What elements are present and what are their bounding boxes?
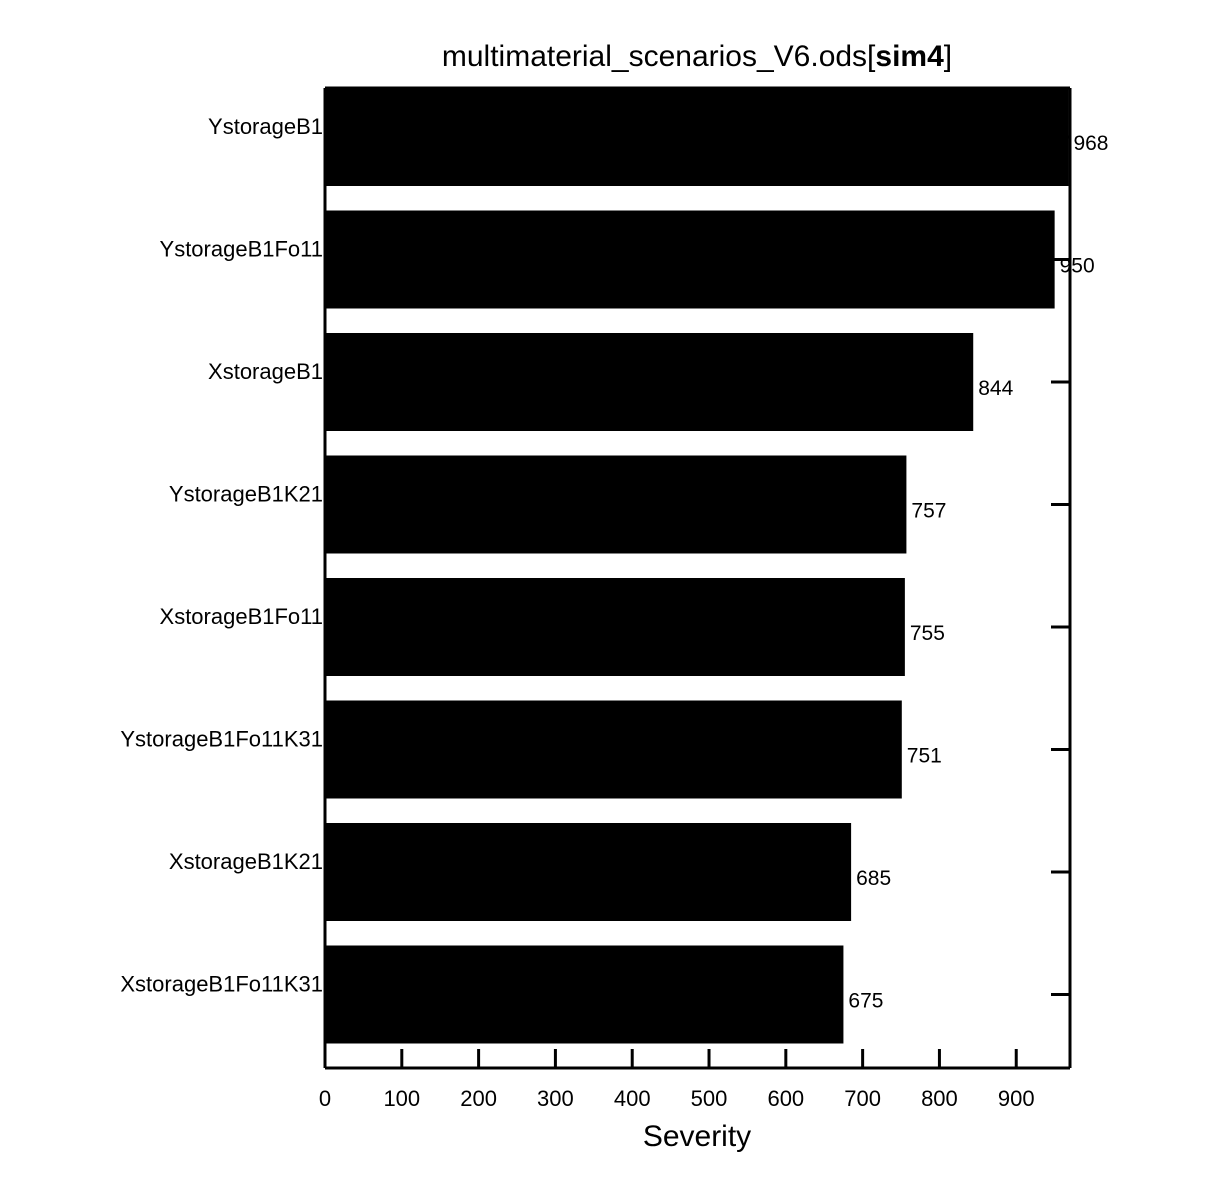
category-label-5: YstorageB1Fo11K31 bbox=[120, 727, 323, 752]
x-tick-label-1: 100 bbox=[383, 1086, 420, 1111]
bar-1 bbox=[325, 210, 1055, 309]
bar-5 bbox=[325, 700, 902, 799]
category-label-0: YstorageB1 bbox=[208, 114, 323, 139]
data-label-4: 755 bbox=[910, 622, 945, 645]
category-label-2: XstorageB1 bbox=[208, 359, 323, 384]
x-tick-label-3: 300 bbox=[537, 1086, 574, 1111]
bar-2 bbox=[325, 333, 974, 431]
bar-3 bbox=[325, 455, 907, 554]
x-tick-label-8: 800 bbox=[921, 1086, 958, 1111]
category-label-4: XstorageB1Fo11 bbox=[160, 604, 323, 629]
chart-title-bold: sim4 bbox=[875, 40, 944, 73]
data-label-1: 950 bbox=[1060, 255, 1095, 278]
axes-group bbox=[323, 86, 1072, 1070]
category-label-6: XstorageB1K21 bbox=[169, 849, 323, 874]
x-axis-label: Severity bbox=[643, 1120, 751, 1153]
category-label-3: YstorageB1K21 bbox=[169, 482, 323, 507]
x-tick-label-6: 600 bbox=[767, 1086, 804, 1111]
chart-title: multimaterial_scenarios_V6.ods[sim4] bbox=[442, 40, 952, 73]
category-labels-group: YstorageB1 YstorageB1Fo11 XstorageB1 Ystora… bbox=[120, 114, 323, 997]
category-label-7: XstorageB1Fo11K31 bbox=[120, 972, 323, 997]
chart-title-main: multimaterial_scenarios_V6.ods[ bbox=[442, 40, 876, 73]
bar-6 bbox=[325, 823, 852, 921]
data-label-5: 751 bbox=[907, 745, 942, 768]
bar-4 bbox=[325, 578, 905, 676]
x-tick-label-0: 0 bbox=[319, 1086, 331, 1111]
x-tick-label-9: 900 bbox=[998, 1086, 1035, 1111]
data-label-0: 968 bbox=[1073, 132, 1108, 155]
x-ticks-group: 0 100 200 300 400 500 600 700 800 900 bbox=[319, 1049, 1035, 1111]
bar-0 bbox=[325, 88, 1069, 186]
data-label-7: 675 bbox=[848, 990, 883, 1013]
x-tick-label-5: 500 bbox=[691, 1086, 728, 1111]
x-tick-label-4: 400 bbox=[614, 1086, 651, 1111]
x-tick-label-7: 700 bbox=[844, 1086, 881, 1111]
data-label-3: 757 bbox=[911, 500, 946, 523]
data-label-2: 844 bbox=[978, 377, 1013, 400]
x-tick-label-2: 200 bbox=[460, 1086, 497, 1111]
bar-7 bbox=[325, 945, 844, 1044]
right-ticks-group bbox=[1051, 135, 1070, 996]
data-label-6: 685 bbox=[856, 867, 891, 890]
bars-group bbox=[325, 88, 1069, 1044]
chart-title-end: ] bbox=[944, 40, 952, 73]
category-label-1: YstorageB1Fo11 bbox=[160, 237, 323, 262]
